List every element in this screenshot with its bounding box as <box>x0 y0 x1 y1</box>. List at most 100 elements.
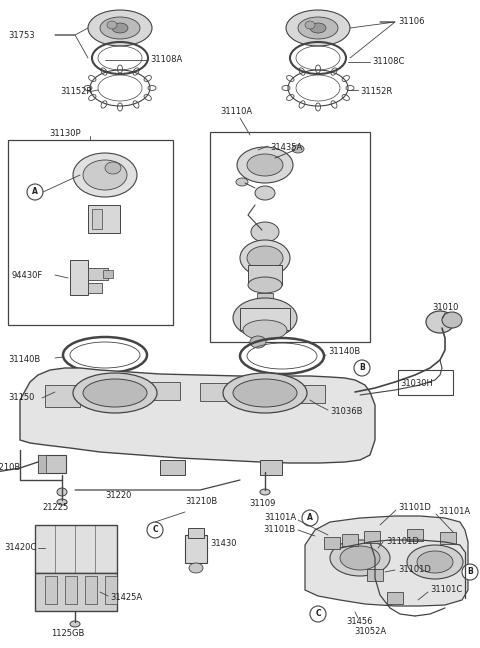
Text: 31140B: 31140B <box>328 347 360 356</box>
Bar <box>92 209 102 229</box>
Ellipse shape <box>417 551 453 573</box>
Text: 31030H: 31030H <box>400 378 433 388</box>
Text: 31150: 31150 <box>8 393 35 402</box>
Ellipse shape <box>73 373 157 413</box>
Bar <box>105 576 117 604</box>
Bar <box>45 385 80 407</box>
Ellipse shape <box>107 21 117 29</box>
Ellipse shape <box>298 17 338 39</box>
Ellipse shape <box>292 145 304 153</box>
Ellipse shape <box>305 21 315 29</box>
Bar <box>38 455 66 473</box>
Ellipse shape <box>57 499 67 505</box>
Bar <box>324 537 340 549</box>
Ellipse shape <box>233 379 297 407</box>
Text: 21225: 21225 <box>42 503 68 513</box>
Bar <box>387 592 403 604</box>
Bar <box>88 205 120 233</box>
Text: C: C <box>315 610 321 618</box>
Ellipse shape <box>112 23 128 33</box>
Text: B: B <box>467 568 473 577</box>
Bar <box>88 283 102 293</box>
Text: 31110A: 31110A <box>220 108 252 117</box>
Bar <box>150 382 180 400</box>
Text: 31010: 31010 <box>432 303 458 312</box>
Ellipse shape <box>250 336 266 348</box>
Text: 31753: 31753 <box>8 30 35 40</box>
Ellipse shape <box>233 298 297 338</box>
Bar <box>8 140 173 325</box>
Text: 31101A: 31101A <box>438 507 470 516</box>
Text: 31108A: 31108A <box>150 56 182 65</box>
Ellipse shape <box>247 246 283 270</box>
Ellipse shape <box>243 320 287 340</box>
Ellipse shape <box>407 545 463 579</box>
Text: A: A <box>307 513 313 522</box>
Ellipse shape <box>330 540 390 576</box>
Bar <box>364 531 380 543</box>
Polygon shape <box>305 516 468 606</box>
Ellipse shape <box>236 178 248 186</box>
Bar <box>407 529 423 541</box>
Ellipse shape <box>70 621 80 627</box>
Text: 31210B: 31210B <box>185 498 217 507</box>
Bar <box>300 385 325 403</box>
Text: 31430: 31430 <box>210 538 237 548</box>
Ellipse shape <box>260 489 270 495</box>
Bar <box>200 383 228 401</box>
Text: C: C <box>152 526 158 535</box>
Text: 1125GB: 1125GB <box>51 629 84 638</box>
Ellipse shape <box>442 312 462 328</box>
Bar <box>260 460 282 475</box>
Text: 94430F: 94430F <box>12 270 43 279</box>
Bar <box>367 569 383 581</box>
Text: 31109: 31109 <box>249 500 275 509</box>
Ellipse shape <box>223 373 307 413</box>
Bar <box>248 265 282 285</box>
Text: 31425A: 31425A <box>110 594 142 603</box>
Text: 31036B: 31036B <box>330 408 362 417</box>
Bar <box>188 528 204 538</box>
Text: 31106: 31106 <box>398 17 424 27</box>
Text: 31101D: 31101D <box>386 537 419 546</box>
Ellipse shape <box>73 153 137 197</box>
Circle shape <box>147 522 163 538</box>
Bar <box>70 260 88 295</box>
Bar <box>257 293 273 303</box>
Text: 31152R: 31152R <box>60 87 92 97</box>
Ellipse shape <box>83 160 127 190</box>
Text: 31210B: 31210B <box>0 463 20 472</box>
Bar <box>240 308 290 330</box>
Ellipse shape <box>105 162 121 174</box>
Bar <box>65 576 77 604</box>
Ellipse shape <box>247 154 283 176</box>
Ellipse shape <box>57 488 67 496</box>
Text: 31435A: 31435A <box>270 143 302 152</box>
Text: 31152R: 31152R <box>360 87 392 97</box>
Circle shape <box>354 360 370 376</box>
Ellipse shape <box>255 186 275 200</box>
Ellipse shape <box>88 10 152 46</box>
Text: 31220: 31220 <box>105 491 132 500</box>
Bar <box>103 270 113 278</box>
Bar <box>342 534 358 546</box>
Bar <box>38 455 46 473</box>
Ellipse shape <box>189 563 203 573</box>
Ellipse shape <box>251 222 279 242</box>
Text: 31108C: 31108C <box>372 58 404 67</box>
Text: 31101B: 31101B <box>264 526 296 535</box>
Bar <box>85 576 97 604</box>
Text: 31101D: 31101D <box>398 566 431 575</box>
Text: 31101D: 31101D <box>398 503 431 513</box>
Ellipse shape <box>310 23 326 33</box>
Circle shape <box>462 564 478 580</box>
Text: 31420C: 31420C <box>4 544 36 553</box>
Bar <box>185 535 207 563</box>
Text: 31101A: 31101A <box>264 513 296 522</box>
Bar <box>440 532 456 544</box>
Circle shape <box>27 184 43 200</box>
Ellipse shape <box>340 546 380 570</box>
Bar <box>45 576 57 604</box>
Bar <box>85 382 115 400</box>
Bar <box>398 370 453 395</box>
